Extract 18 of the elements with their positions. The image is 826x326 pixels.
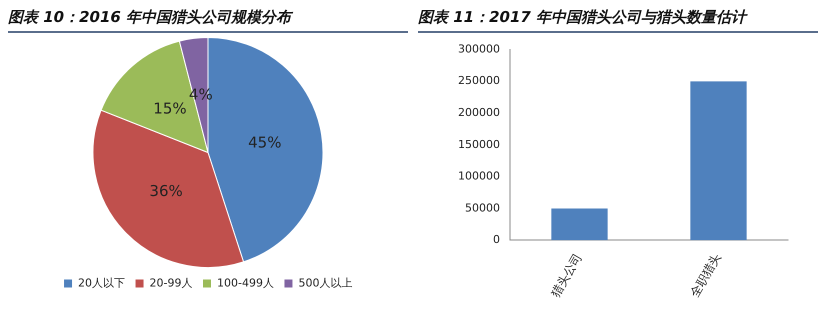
x-tick-label: 全职猎头 <box>688 250 724 300</box>
data-label: 45% <box>248 133 282 152</box>
data-label: 36% <box>149 182 183 200</box>
legend-label: 500人以上 <box>298 276 352 290</box>
y-tick-label: 150000 <box>458 138 500 151</box>
y-tick-label: 200000 <box>458 106 500 120</box>
chart-title: 图表 11：2017 年中国猎头公司与猎头数量估计 <box>418 8 818 33</box>
y-tick-label: 300000 <box>458 42 500 56</box>
y-tick-label: 250000 <box>458 74 500 88</box>
y-tick-label: 0 <box>492 233 500 246</box>
chart-title: 图表 10：2016 年中国猎头公司规模分布 <box>8 8 408 33</box>
legend-label: 20-99人 <box>150 276 193 290</box>
legend-label: 100-499人 <box>217 276 274 290</box>
data-label: 15% <box>153 99 187 118</box>
y-tick-label: 100000 <box>458 170 500 183</box>
y-tick-label: 50000 <box>464 201 500 214</box>
legend-label: 20人以下 <box>78 276 126 290</box>
x-tick-label: 猎头公司 <box>548 250 585 300</box>
